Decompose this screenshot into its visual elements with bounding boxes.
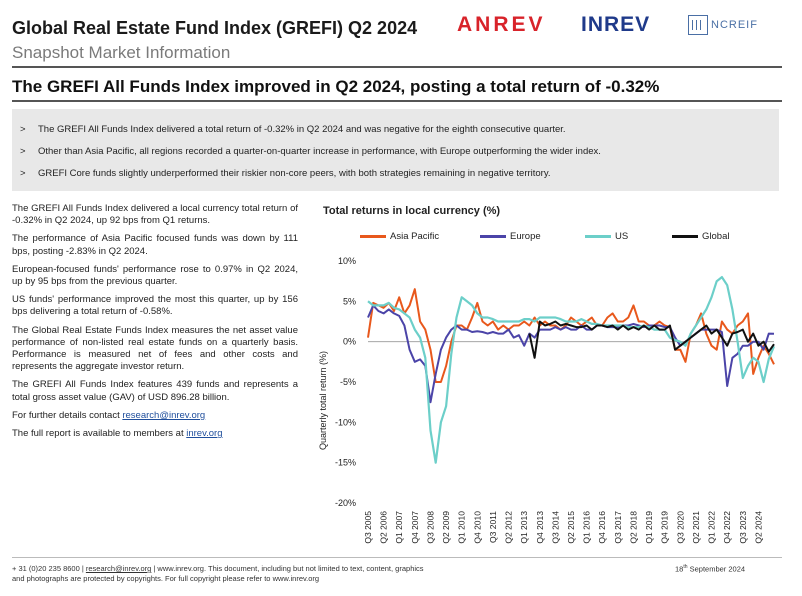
headline: The GREFI All Funds Index improved in Q2… bbox=[12, 77, 660, 96]
body-paragraph: The Global Real Estate Funds Index measu… bbox=[12, 324, 298, 373]
report-line: The full report is available to members … bbox=[12, 428, 298, 440]
legend-swatch bbox=[585, 234, 611, 238]
x-tick-label: Q3 2017 bbox=[613, 511, 623, 544]
header-divider bbox=[12, 66, 782, 68]
y-tick-label: 0% bbox=[343, 337, 356, 347]
body-paragraph: US funds' performance improved the most … bbox=[12, 294, 298, 318]
x-tick-label: Q4 2016 bbox=[597, 511, 607, 544]
summary-item: > GREFI Core funds slightly underperforme… bbox=[20, 168, 551, 179]
x-tick-label: Q4 2007 bbox=[410, 511, 420, 544]
x-tick-label: Q2 2012 bbox=[504, 511, 514, 544]
ncreif-logo-text: NCREIF bbox=[711, 19, 758, 31]
legend-swatch bbox=[672, 234, 698, 238]
y-tick-label: -5% bbox=[340, 377, 356, 387]
x-tick-label: Q3 2008 bbox=[425, 511, 435, 544]
publication-date: 18th September 2024 bbox=[675, 564, 745, 574]
legend-item-us: US bbox=[585, 230, 628, 242]
legend-label: Global bbox=[702, 230, 730, 242]
summary-item: > Other than Asia Pacific, all regions re… bbox=[20, 146, 601, 157]
report-prefix: The full report is available to members … bbox=[12, 428, 187, 440]
legend-swatch bbox=[480, 234, 506, 238]
headline-divider bbox=[12, 100, 782, 102]
footer-copyright: + 31 (0)20 235 8600 | research@inrev.org… bbox=[12, 564, 424, 584]
y-tick-label: -15% bbox=[335, 458, 356, 468]
y-tick-label: 10% bbox=[338, 256, 356, 266]
x-tick-label: Q1 2016 bbox=[582, 511, 592, 544]
body-paragraph: The GREFI All Funds Index delivered a lo… bbox=[12, 203, 298, 227]
x-tick-label: Q2 2021 bbox=[691, 511, 701, 544]
x-tick-label: Q4 2010 bbox=[472, 511, 482, 544]
x-tick-label: Q2 2009 bbox=[441, 511, 451, 544]
x-tick-label: Q3 2023 bbox=[738, 511, 748, 544]
bullet-arrow-icon: > bbox=[20, 124, 26, 135]
footer-line-1: + 31 (0)20 235 8600 | research@inrev.org… bbox=[12, 564, 424, 574]
footer-divider bbox=[12, 557, 782, 558]
series-line-europe bbox=[367, 304, 775, 404]
summary-text: Other than Asia Pacific, all regions rec… bbox=[38, 146, 601, 157]
x-tick-label: Q1 2013 bbox=[519, 511, 529, 544]
y-tick-label: -10% bbox=[335, 417, 356, 427]
footer-line-2: and photographs are protected by copyrig… bbox=[12, 574, 320, 583]
body-text-column: The GREFI All Funds Index delivered a lo… bbox=[12, 203, 298, 446]
x-tick-label: Q2 2015 bbox=[566, 511, 576, 544]
x-tick-label: Q1 2022 bbox=[707, 511, 717, 544]
x-tick-label: Q3 2011 bbox=[488, 511, 498, 543]
legend-label: US bbox=[615, 230, 629, 242]
legend-item-asia-pacific: Asia Pacific bbox=[360, 230, 439, 242]
date-suffix: th bbox=[683, 564, 688, 570]
series-line-us bbox=[367, 276, 776, 464]
legend-label: Asia Pacific bbox=[390, 230, 440, 242]
x-tick-label: Q3 2020 bbox=[675, 511, 685, 544]
x-tick-label: Q1 2019 bbox=[644, 511, 654, 544]
bullet-arrow-icon: > bbox=[20, 168, 26, 179]
x-tick-label: Q2 2024 bbox=[753, 511, 763, 544]
summary-item: > The GREFI All Funds Index delivered a t… bbox=[20, 124, 566, 135]
x-tick-label: Q3 2014 bbox=[550, 511, 560, 544]
summary-text: The GREFI All Funds Index delivered a to… bbox=[38, 124, 566, 135]
x-tick-label: Q2 2018 bbox=[628, 511, 638, 544]
x-tick-label: Q2 2006 bbox=[379, 511, 389, 544]
legend-swatch bbox=[360, 234, 386, 238]
research-email-link[interactable]: research@inrev.org bbox=[122, 409, 206, 421]
summary-box: > The GREFI All Funds Index delivered a t… bbox=[12, 109, 779, 191]
chart-title: Total returns in local currency (%) bbox=[323, 205, 501, 217]
x-tick-label: Q4 2013 bbox=[535, 511, 545, 544]
legend-item-europe: Europe bbox=[480, 230, 541, 242]
inrev-link[interactable]: inrev.org bbox=[186, 428, 223, 440]
body-paragraph: The performance of Asia Pacific focused … bbox=[12, 233, 298, 257]
series-line-global bbox=[528, 320, 775, 359]
legend-label: Europe bbox=[510, 230, 541, 242]
summary-text: GREFI Core funds slightly underperformed… bbox=[38, 168, 551, 179]
contact-line: For further details contact research@inr… bbox=[12, 410, 298, 422]
report-title: Global Real Estate Fund Index (GREFI) Q2… bbox=[12, 18, 418, 38]
x-tick-label: Q3 2005 bbox=[363, 511, 373, 544]
footer-rest: | www.inrev.org. This document, includin… bbox=[151, 564, 424, 573]
ncreif-logo: NCREIF bbox=[688, 12, 768, 38]
legend-item-global: Global bbox=[672, 230, 729, 242]
x-tick-label: Q1 2007 bbox=[394, 511, 404, 544]
x-tick-label: Q1 2010 bbox=[457, 511, 467, 544]
report-subtitle: Snapshot Market Information bbox=[12, 43, 231, 62]
anrev-logo: ANREV bbox=[457, 13, 546, 36]
date-rest: September 2024 bbox=[687, 564, 746, 574]
y-tick-label: -20% bbox=[335, 498, 356, 508]
body-paragraph: European-focused funds' performance rose… bbox=[12, 263, 298, 288]
body-paragraph: The GREFI All Funds Index features 439 f… bbox=[12, 379, 298, 403]
series-line-asia-pacific bbox=[367, 288, 775, 383]
x-tick-label: Q4 2022 bbox=[722, 511, 732, 544]
date-day: 18 bbox=[675, 564, 684, 574]
bullet-arrow-icon: > bbox=[20, 146, 26, 157]
y-tick-label: 5% bbox=[343, 296, 356, 306]
ncreif-mark-icon bbox=[688, 15, 708, 35]
contact-prefix: For further details contact bbox=[12, 409, 123, 421]
footer-phone: + 31 (0)20 235 8600 | bbox=[12, 564, 86, 573]
inrev-logo: INREV bbox=[581, 13, 651, 36]
x-tick-label: Q4 2019 bbox=[660, 511, 670, 544]
footer-email-link[interactable]: research@inrev.org bbox=[85, 564, 152, 573]
